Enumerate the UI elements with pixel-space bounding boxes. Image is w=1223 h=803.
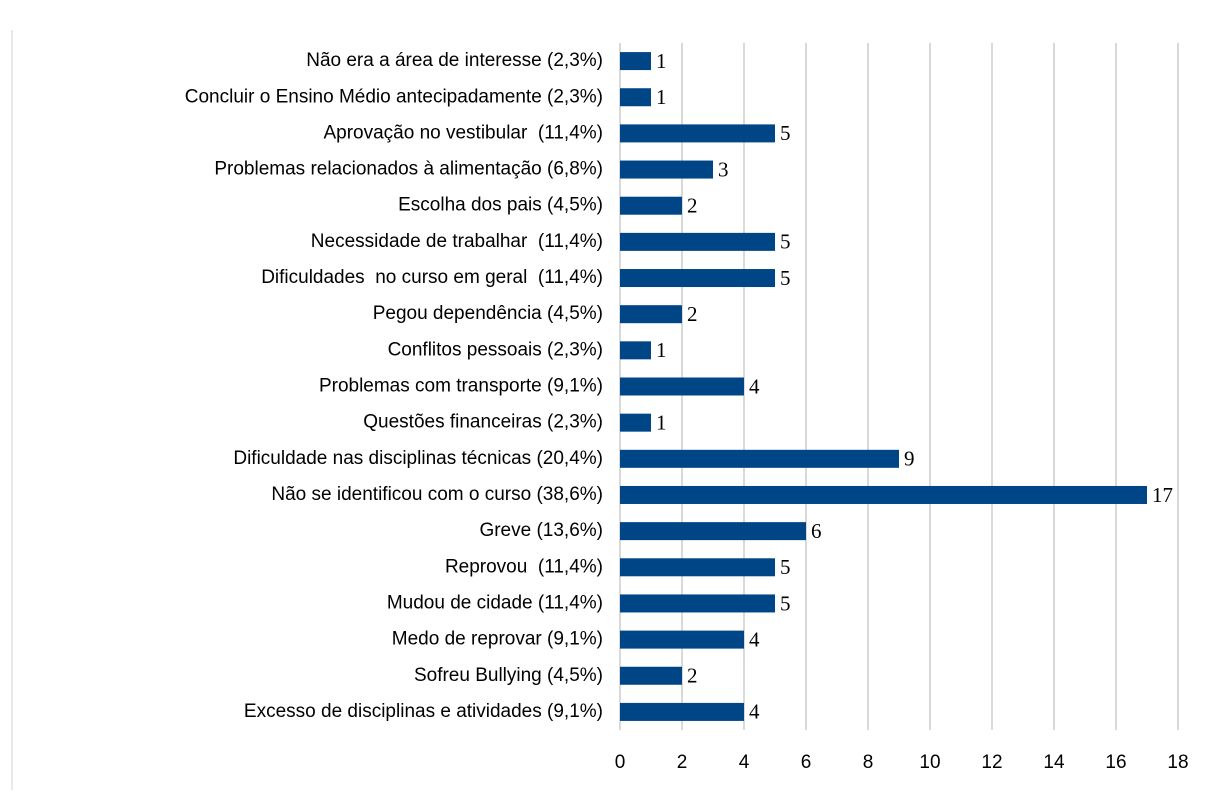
x-tick-label: 16 xyxy=(1105,752,1126,773)
x-tick-label: 4 xyxy=(739,752,750,773)
data-label: 4 xyxy=(749,700,760,724)
bar xyxy=(620,485,1147,504)
y-tick-label: Problemas com transporte (9,1%) xyxy=(319,376,603,397)
x-tick-label: 12 xyxy=(981,752,1002,773)
y-tick-label: Conflitos pessoais (2,3%) xyxy=(388,339,603,360)
y-tick-label: Greve (13,6%) xyxy=(479,520,603,541)
y-tick-label: Escolha dos pais (4,5%) xyxy=(398,195,603,216)
x-tick-label: 10 xyxy=(919,752,940,773)
x-tick-label: 2 xyxy=(677,752,688,773)
y-tick-label: Não era a área de interesse (2,3%) xyxy=(306,50,603,71)
data-label: 5 xyxy=(780,266,791,290)
data-label: 5 xyxy=(780,591,791,615)
data-label: 6 xyxy=(811,519,822,543)
bar xyxy=(620,630,744,649)
x-tick-label: 0 xyxy=(615,752,626,773)
bar xyxy=(620,52,651,71)
bar xyxy=(620,232,775,251)
y-tick-label: Concluir o Ensino Médio antecipadamente … xyxy=(185,86,603,107)
y-tick-label: Mudou de cidade (11,4%) xyxy=(387,592,603,613)
bar xyxy=(620,666,682,685)
y-tick-label: Reprovou (11,4%) xyxy=(445,556,603,577)
bar xyxy=(620,449,899,468)
data-label: 2 xyxy=(687,302,698,326)
y-tick-label: Necessidade de trabalhar (11,4%) xyxy=(311,231,603,252)
bar xyxy=(620,522,806,541)
x-tick-label: 18 xyxy=(1167,752,1188,773)
data-label: 4 xyxy=(749,374,760,398)
y-tick-label: Pegou dependência (4,5%) xyxy=(373,303,603,324)
bar xyxy=(620,269,775,288)
bar xyxy=(620,124,775,143)
y-tick-label: Dificuldades no curso em geral (11,4%) xyxy=(261,267,603,288)
bar xyxy=(620,196,682,215)
y-tick-label: Não se identificou com o curso (38,6%) xyxy=(271,484,603,505)
data-label: 5 xyxy=(780,121,791,145)
data-label: 9 xyxy=(904,447,915,471)
x-tick-label: 6 xyxy=(801,752,812,773)
data-label: 2 xyxy=(687,194,698,218)
x-tick-label: 14 xyxy=(1043,752,1065,773)
y-tick-label: Problemas relacionados à alimentação (6,… xyxy=(214,159,603,180)
data-label: 3 xyxy=(718,157,729,181)
y-tick-label: Aprovação no vestibular (11,4%) xyxy=(323,122,603,143)
data-label: 5 xyxy=(780,230,791,254)
bar xyxy=(620,341,651,360)
y-tick-label: Excesso de disciplinas e atividades (9,1… xyxy=(244,701,603,722)
bar xyxy=(620,160,713,179)
data-label: 1 xyxy=(656,410,667,434)
y-tick-label: Questões financeiras (2,3%) xyxy=(363,412,603,433)
y-tick-label: Medo de reprovar (9,1%) xyxy=(392,629,603,650)
data-label: 1 xyxy=(656,85,667,109)
data-label: 1 xyxy=(656,338,667,362)
data-label: 17 xyxy=(1152,483,1173,507)
y-tick-label: Dificuldade nas disciplinas técnicas (20… xyxy=(233,448,603,469)
y-tick-label: Sofreu Bullying (4,5%) xyxy=(414,665,603,686)
bar xyxy=(620,305,682,324)
bar xyxy=(620,377,744,396)
data-label: 2 xyxy=(687,664,698,688)
bar xyxy=(620,702,744,721)
bar xyxy=(620,413,651,432)
x-tick-label: 8 xyxy=(863,752,874,773)
bar xyxy=(620,558,775,577)
bar xyxy=(620,88,651,107)
data-label: 4 xyxy=(749,627,760,651)
bar xyxy=(620,594,775,613)
data-label: 5 xyxy=(780,555,791,579)
data-label: 1 xyxy=(656,49,667,73)
